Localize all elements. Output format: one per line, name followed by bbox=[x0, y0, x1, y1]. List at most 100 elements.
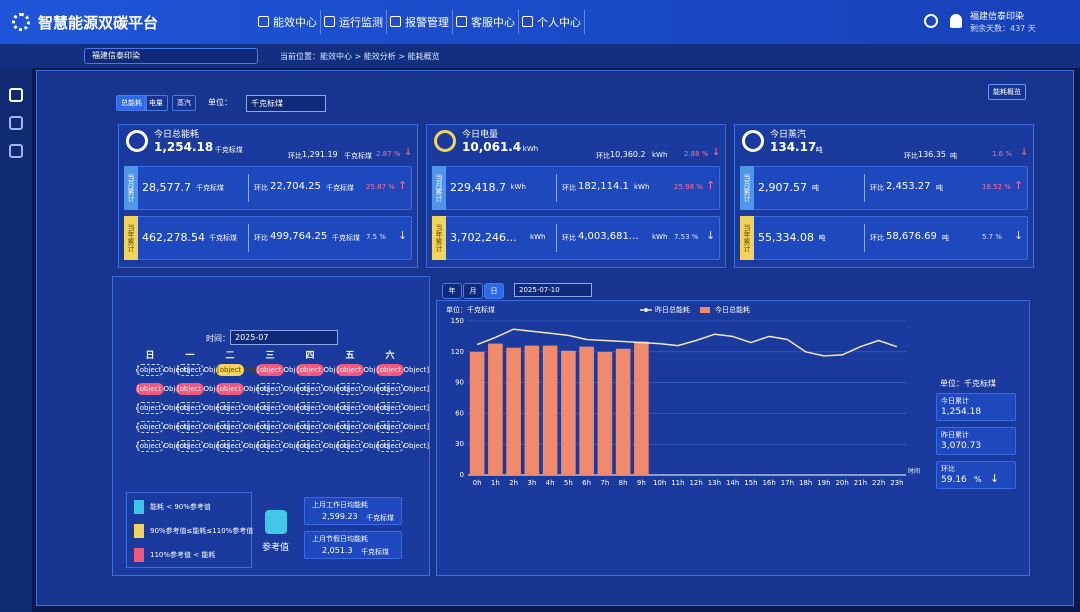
calendar-day[interactable]: [object Object] bbox=[256, 402, 310, 414]
compare-value: 182,114.1 bbox=[578, 181, 629, 192]
sidebar-icon[interactable] bbox=[9, 116, 23, 130]
calendar-day[interactable]: [object Object] bbox=[216, 383, 270, 395]
calendar-day[interactable]: [object Object] bbox=[376, 402, 430, 414]
compare-unit: kWh bbox=[652, 151, 668, 159]
summary-label: 今日累计 bbox=[941, 397, 969, 405]
nav-icon bbox=[390, 16, 401, 27]
unit-select[interactable]: 千克标煤 bbox=[246, 95, 326, 112]
summary-item bbox=[936, 461, 1016, 489]
compare-value: 499,764.25 bbox=[270, 231, 328, 242]
calendar-day[interactable]: [object Object] bbox=[136, 421, 190, 433]
calendar-day[interactable]: [object Object] bbox=[176, 402, 230, 414]
legend-label: 昨日总能耗 bbox=[655, 305, 690, 314]
compare-unit: 吨 bbox=[942, 234, 949, 242]
weekday: 三 bbox=[265, 351, 275, 361]
calendar-day[interactable]: [object Object] bbox=[376, 440, 430, 452]
calendar-day[interactable]: [object Object] bbox=[336, 402, 390, 414]
nav-item[interactable]: 报警管理 bbox=[405, 16, 449, 29]
y-tick-label: 0 bbox=[460, 471, 464, 479]
compare-label: 环比 bbox=[254, 234, 268, 242]
period-tab[interactable]: 日 bbox=[484, 283, 504, 299]
calendar-day[interactable]: [object Object] bbox=[336, 421, 390, 433]
rate: 2.88 % bbox=[684, 150, 709, 158]
row-divider bbox=[556, 224, 557, 252]
bar bbox=[634, 341, 649, 475]
calendar-day[interactable]: [object Object] bbox=[176, 383, 230, 395]
calendar-day[interactable]: [object Object] bbox=[336, 364, 390, 376]
nav-item[interactable]: 个人中心 bbox=[537, 16, 581, 29]
header-bar bbox=[0, 0, 1080, 44]
nav-item[interactable]: 运行监测 bbox=[339, 16, 383, 29]
calendar-day[interactable]: [object Object] bbox=[256, 440, 310, 452]
summary-unit-text: % bbox=[974, 475, 982, 484]
row-unit: 吨 bbox=[812, 184, 819, 192]
sidebar-icon[interactable] bbox=[9, 144, 23, 158]
legend-box bbox=[126, 492, 252, 568]
calendar-day[interactable]: [object Object] bbox=[296, 440, 350, 452]
period-tab[interactable]: 年 bbox=[442, 283, 462, 299]
date-picker[interactable]: 2025-07-10 bbox=[514, 283, 592, 297]
trend-arrow: ↓ bbox=[1014, 229, 1024, 242]
calendar-day[interactable]: [object Object] bbox=[336, 383, 390, 395]
x-tick-label: 5h bbox=[564, 479, 573, 487]
calendar-day[interactable]: [object Object] bbox=[176, 421, 230, 433]
bar bbox=[597, 351, 613, 475]
nav-item[interactable]: 能效中心 bbox=[273, 16, 317, 29]
alarm-icon[interactable] bbox=[924, 14, 938, 28]
nav-item[interactable]: 客服中心 bbox=[471, 16, 515, 29]
x-tick-label: 6h bbox=[582, 479, 591, 487]
energy-tab[interactable]: 电量 bbox=[144, 95, 168, 111]
calendar-day[interactable]: [object Object] bbox=[376, 364, 430, 376]
weekday: 日 bbox=[145, 351, 155, 361]
user-icon[interactable] bbox=[950, 14, 962, 28]
calendar-day[interactable]: [object Object] bbox=[296, 383, 350, 395]
x-tick-label: 8h bbox=[619, 479, 628, 487]
nav-divider bbox=[320, 10, 321, 34]
calendar-day[interactable]: [object Object] bbox=[336, 440, 390, 452]
compare-unit: kWh bbox=[652, 233, 668, 241]
nav-icon bbox=[258, 16, 269, 27]
calendar-day[interactable]: [object Object] bbox=[376, 421, 430, 433]
calendar-day[interactable]: [object Object] bbox=[176, 440, 230, 452]
calendar-day[interactable]: [object Object] bbox=[136, 383, 190, 395]
legend-swatch bbox=[700, 307, 710, 313]
y-tick-label: 60 bbox=[455, 409, 464, 417]
calendar-day[interactable]: [object Object] bbox=[256, 421, 310, 433]
calendar-day[interactable]: [object Object] bbox=[176, 364, 230, 376]
row-label: 当月累计 bbox=[124, 166, 138, 210]
x-tick-label: 12h bbox=[689, 479, 702, 487]
calendar-day[interactable]: [object Object] bbox=[376, 383, 430, 395]
company-select[interactable] bbox=[84, 48, 258, 64]
calendar-day[interactable]: [object Object] bbox=[136, 364, 190, 376]
calendar-day[interactable]: [object Object] bbox=[216, 421, 270, 433]
row-label: 当年累计 bbox=[740, 216, 754, 260]
x-tick-label: 0h bbox=[473, 479, 482, 487]
sidebar-icon[interactable] bbox=[9, 88, 23, 102]
calendar-day[interactable]: [object Object] bbox=[216, 364, 270, 376]
x-tick-label: 9h bbox=[637, 479, 646, 487]
company-select-text[interactable]: 福建信泰印染 bbox=[92, 51, 140, 60]
overview-button[interactable]: 能耗概览 bbox=[988, 84, 1026, 100]
calendar-day[interactable]: [object Object] bbox=[256, 364, 310, 376]
calendar-day[interactable]: [object Object] bbox=[216, 440, 270, 452]
calendar-day[interactable]: [object Object] bbox=[296, 364, 350, 376]
month-picker[interactable]: 2025-07 bbox=[230, 330, 338, 345]
reference-label: 上月工作日均能耗 bbox=[312, 501, 368, 509]
calendar-day[interactable]: [object Object] bbox=[136, 402, 190, 414]
bar bbox=[488, 343, 503, 475]
reference-value: 2,051.3 bbox=[322, 546, 353, 555]
calendar-day[interactable]: [object Object] bbox=[256, 383, 310, 395]
energy-tab[interactable]: 蒸汽 bbox=[172, 95, 196, 111]
x-tick-label: 16h bbox=[762, 479, 775, 487]
card-icon bbox=[434, 130, 456, 152]
calendar-day[interactable]: [object Object] bbox=[296, 421, 350, 433]
calendar-day[interactable]: [object Object] bbox=[216, 402, 270, 414]
period-tab[interactable]: 月 bbox=[463, 283, 483, 299]
row-value: 229,418.7 bbox=[450, 181, 506, 194]
energy-tab[interactable]: 总能耗 bbox=[116, 95, 147, 111]
row bbox=[740, 216, 1028, 260]
calendar-day[interactable]: [object Object] bbox=[296, 402, 350, 414]
calendar-day[interactable]: [object Object] bbox=[136, 440, 190, 452]
trend-arrow: ↓ bbox=[990, 472, 1000, 485]
row-divider bbox=[248, 174, 249, 202]
